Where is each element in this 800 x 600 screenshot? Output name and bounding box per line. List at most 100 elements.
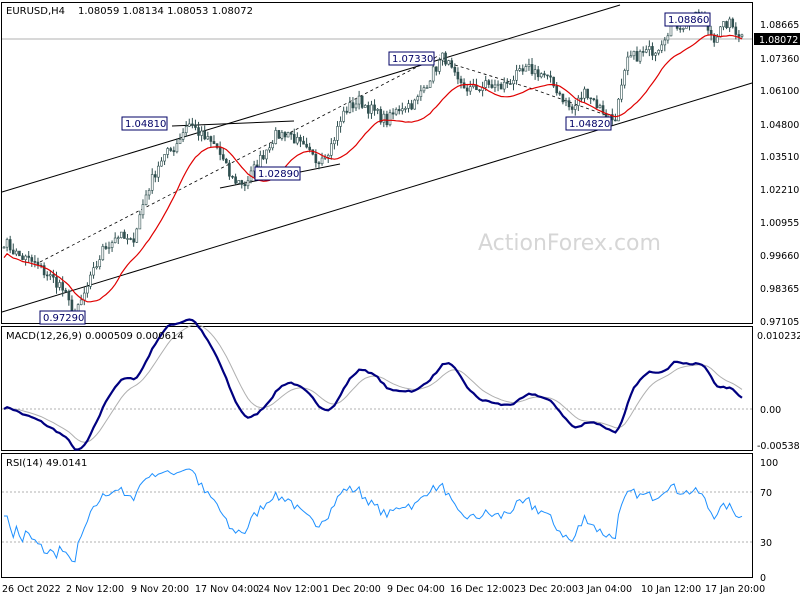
candle-body (502, 81, 506, 90)
current-price-text: 1.08072 (759, 35, 798, 46)
candle-body (345, 110, 349, 113)
candle-body (648, 46, 651, 50)
candle-body (391, 112, 395, 115)
candle-body (397, 109, 401, 112)
candle-body (197, 127, 200, 136)
candle-body (144, 194, 148, 205)
candle-body (660, 44, 664, 51)
candle-body (462, 82, 466, 89)
candle-body (561, 93, 565, 103)
candle-body (367, 105, 370, 114)
candle-body (407, 103, 410, 109)
candle-body (493, 84, 497, 88)
candle-body (5, 239, 9, 248)
candle-body (536, 69, 540, 78)
candle-body (530, 64, 534, 75)
annotation-1.02890: 1.02890 (254, 166, 301, 181)
candle-body (444, 52, 447, 65)
candle-body (456, 71, 460, 80)
candle-body (95, 266, 98, 269)
candle-body (200, 130, 203, 136)
price-tick: 1.07360 (760, 54, 799, 65)
annotation-1.04810: 1.04810 (121, 116, 168, 131)
date-tick: 17 Jan 20:00 (705, 584, 765, 595)
candle-body (61, 282, 64, 291)
candle-body (623, 70, 626, 86)
candle-body (416, 96, 420, 101)
candle-body (348, 102, 352, 113)
candle-body (52, 274, 55, 278)
candle-body (419, 90, 423, 97)
rsi-panel-frame (1, 453, 753, 578)
candle-body (92, 267, 95, 276)
candle-body (154, 174, 157, 178)
candle-body (342, 110, 345, 122)
candle-body (682, 28, 685, 30)
candle-body (552, 76, 555, 87)
price-tick: 1.02210 (760, 185, 799, 196)
candle-body (166, 148, 169, 155)
current-price-badge (754, 33, 800, 45)
candle-body (360, 95, 364, 108)
candle-body (187, 123, 191, 127)
candle-body (320, 157, 324, 164)
candle-body (89, 274, 92, 287)
candle-body (110, 242, 114, 248)
candle-body (292, 134, 296, 144)
candle-body (589, 97, 592, 100)
candle-body (734, 26, 738, 35)
candle-body (120, 231, 123, 238)
candle-body (27, 255, 31, 258)
candle-body (543, 73, 546, 76)
candle-body (240, 180, 244, 185)
candle-body (521, 68, 525, 72)
candle-body (234, 176, 237, 184)
macd-tick: 0.010232 (757, 331, 800, 342)
candle-body (209, 136, 213, 142)
candle-body (465, 87, 469, 92)
candle-body (18, 250, 21, 257)
candle-body (289, 132, 293, 135)
candle-body (527, 64, 531, 67)
candle-body (116, 237, 120, 239)
candle-body (487, 80, 491, 85)
candle-body (472, 84, 475, 87)
candle-body (55, 276, 58, 288)
candle-body (539, 73, 543, 78)
candle-body (274, 130, 278, 144)
candle-body (2, 246, 6, 249)
symbol-label: EURUSD,H4 (6, 6, 65, 17)
date-tick: 16 Dec 12:00 (450, 584, 514, 595)
candle-body (339, 121, 342, 127)
candle-body (410, 103, 413, 110)
price-tick: 1.00955 (760, 218, 799, 229)
candle-body (330, 143, 333, 156)
candle-body (394, 109, 398, 115)
candle-body (382, 113, 386, 123)
channel-lower-line (1, 82, 753, 313)
candle-body (401, 108, 404, 112)
candle-body (169, 148, 173, 151)
annotation-label: 1.07330 (392, 54, 433, 65)
candle-body (86, 286, 89, 294)
candle-body (129, 238, 132, 240)
candle-body (203, 130, 207, 140)
candle-body (573, 105, 577, 110)
macd-panel-frame (1, 326, 753, 451)
candle-body (629, 55, 633, 58)
candle-body (431, 66, 435, 82)
candle-body (280, 132, 284, 139)
candle-body (515, 70, 518, 81)
date-tick: 23 Dec 20:00 (514, 584, 578, 595)
candle-body (524, 66, 528, 72)
rsi-line (4, 468, 743, 563)
candle-body (546, 74, 549, 77)
candle-body (212, 141, 216, 145)
candle-body (215, 143, 219, 148)
candle-body (385, 113, 389, 126)
candle-body (357, 95, 361, 105)
date-tick: 1 Dec 20:00 (323, 584, 381, 595)
candle-body (626, 56, 630, 71)
candle-body (33, 261, 37, 263)
candle-body (447, 60, 450, 65)
